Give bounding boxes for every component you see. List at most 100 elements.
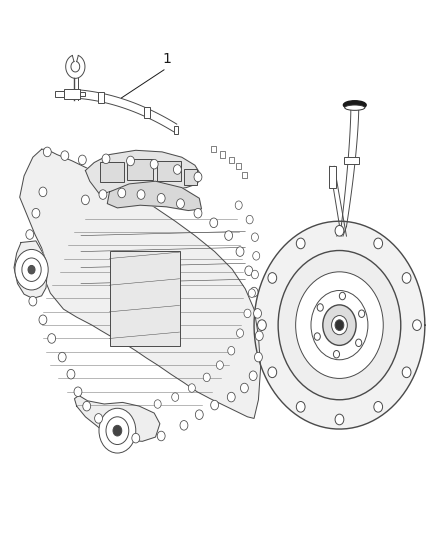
Bar — [157, 161, 181, 181]
Circle shape — [335, 414, 344, 425]
Circle shape — [236, 247, 244, 256]
Circle shape — [339, 292, 346, 300]
Circle shape — [194, 208, 202, 218]
Polygon shape — [254, 221, 425, 429]
Circle shape — [150, 159, 158, 169]
Bar — [64, 89, 80, 99]
Circle shape — [58, 352, 66, 362]
Circle shape — [74, 387, 82, 397]
Circle shape — [211, 400, 219, 410]
Bar — [184, 169, 197, 185]
Circle shape — [402, 367, 411, 378]
Bar — [220, 151, 225, 158]
Circle shape — [180, 421, 188, 430]
Bar — [236, 163, 241, 169]
Bar — [110, 251, 180, 346]
Circle shape — [278, 251, 401, 400]
Polygon shape — [107, 181, 201, 211]
Circle shape — [26, 230, 34, 239]
Circle shape — [99, 190, 107, 199]
Circle shape — [29, 296, 37, 306]
Circle shape — [39, 315, 47, 325]
Circle shape — [22, 258, 41, 281]
Circle shape — [203, 373, 210, 382]
Circle shape — [113, 425, 122, 436]
Circle shape — [67, 369, 75, 379]
Circle shape — [250, 287, 258, 297]
Circle shape — [314, 333, 320, 340]
Circle shape — [240, 383, 248, 393]
Polygon shape — [20, 149, 261, 418]
Circle shape — [43, 147, 51, 157]
Circle shape — [132, 433, 140, 443]
Circle shape — [333, 351, 339, 358]
Circle shape — [245, 266, 253, 276]
Ellipse shape — [345, 105, 365, 110]
Circle shape — [323, 305, 356, 345]
Bar — [229, 157, 234, 163]
Circle shape — [32, 208, 40, 218]
Polygon shape — [85, 150, 201, 195]
Circle shape — [39, 187, 47, 197]
Circle shape — [227, 392, 235, 402]
Circle shape — [15, 249, 48, 290]
Circle shape — [251, 270, 258, 279]
Bar — [344, 157, 360, 164]
Text: 1: 1 — [162, 52, 171, 66]
Circle shape — [248, 289, 255, 297]
Circle shape — [317, 304, 323, 311]
Circle shape — [225, 231, 233, 240]
Circle shape — [402, 273, 411, 284]
Circle shape — [296, 272, 383, 378]
Circle shape — [255, 331, 263, 341]
Circle shape — [332, 316, 347, 335]
Circle shape — [374, 238, 383, 249]
Bar — [100, 162, 124, 182]
Circle shape — [246, 215, 253, 224]
Circle shape — [78, 155, 86, 165]
Bar — [174, 126, 178, 134]
Circle shape — [188, 384, 195, 392]
Circle shape — [173, 165, 181, 174]
Circle shape — [95, 414, 102, 423]
Circle shape — [83, 401, 91, 411]
Circle shape — [237, 329, 244, 337]
Circle shape — [81, 195, 89, 205]
Bar — [242, 172, 247, 178]
Circle shape — [244, 309, 251, 318]
Circle shape — [157, 193, 165, 203]
Circle shape — [28, 265, 35, 274]
Circle shape — [311, 290, 368, 360]
Circle shape — [268, 367, 277, 377]
Circle shape — [106, 417, 129, 445]
Polygon shape — [14, 241, 47, 298]
Circle shape — [297, 238, 305, 249]
Circle shape — [102, 154, 110, 164]
Circle shape — [356, 339, 362, 346]
Circle shape — [118, 188, 126, 198]
Circle shape — [127, 156, 134, 166]
Circle shape — [359, 310, 365, 318]
Circle shape — [253, 252, 260, 260]
Circle shape — [335, 320, 344, 330]
Circle shape — [335, 225, 344, 236]
Circle shape — [194, 172, 202, 182]
Circle shape — [228, 346, 235, 355]
Circle shape — [172, 393, 179, 401]
Circle shape — [254, 309, 261, 318]
Bar — [211, 146, 216, 152]
Circle shape — [157, 431, 165, 441]
Circle shape — [195, 410, 203, 419]
Circle shape — [137, 190, 145, 199]
Circle shape — [374, 401, 382, 412]
Circle shape — [296, 401, 305, 412]
Circle shape — [154, 400, 161, 408]
Polygon shape — [74, 395, 160, 441]
Circle shape — [268, 272, 277, 284]
Circle shape — [99, 408, 136, 453]
Circle shape — [249, 371, 257, 381]
Circle shape — [177, 199, 184, 208]
Circle shape — [258, 320, 266, 330]
Ellipse shape — [343, 101, 366, 109]
Bar — [144, 107, 150, 118]
